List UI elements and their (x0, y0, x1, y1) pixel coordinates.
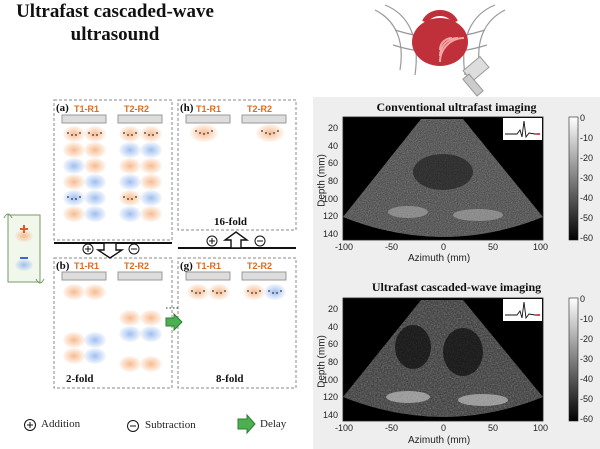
xtick-1-50: 50 (488, 242, 499, 252)
ytick-1-120: 120 (323, 211, 339, 221)
down-arrow-icon (95, 242, 125, 259)
ultrasound-images (342, 116, 579, 422)
xtick-2-m50: -50 (385, 423, 399, 433)
ytick-1-140: 140 (323, 229, 339, 239)
ytick-2-60: 60 (328, 339, 339, 349)
fold-label-b: 2-fold (66, 373, 94, 385)
tx-label-a1: T1-R1 (74, 104, 100, 114)
tx-label-b1: T1-R1 (74, 261, 100, 271)
ytick-2-80: 80 (328, 357, 339, 367)
xlabel-1: Azimuth (mm) (408, 253, 471, 264)
ctick-1-10: -10 (580, 133, 594, 143)
panel-b-label: (b) (56, 260, 70, 272)
panel-h-box (177, 99, 297, 231)
tx-label-h1: T1-R1 (196, 104, 222, 114)
ytick-1-40: 40 (328, 141, 339, 151)
panel-a-label: (a) (56, 102, 69, 114)
ctick-2-50: -50 (580, 394, 594, 404)
panel-h-label: (h) (180, 102, 194, 114)
ytick-2-120: 120 (323, 392, 339, 402)
figure-title: Ultrafast cascaded-wave ultrasound (0, 0, 230, 46)
ctick-2-60: -60 (580, 414, 594, 424)
colorbar-1 (568, 116, 579, 241)
ctick-2-10: -10 (580, 314, 594, 324)
ctick-2-20: -20 (580, 334, 594, 344)
schematic-diagram (3, 99, 297, 435)
delay-arrow-icon (165, 312, 183, 332)
legend-addition-label: Addition (41, 418, 81, 430)
xtick-1-0: 0 (441, 242, 447, 252)
xtick-1-m100: -100 (335, 242, 354, 252)
title-line-1: Ultrafast cascaded-wave (16, 1, 214, 22)
conventional-title: Conventional ultrafast imaging (376, 100, 537, 114)
ctick-2-30: -30 (580, 354, 594, 364)
ctick-1-40: -40 (580, 193, 594, 203)
heart-icon (412, 18, 468, 66)
ytick-1-100: 100 (323, 194, 339, 204)
legend-subtraction-label: Subtraction (145, 419, 196, 431)
tx-label-g2: T2-R2 (247, 261, 273, 271)
transducer-a2 (117, 114, 163, 124)
panel-g-label: (g) (180, 260, 193, 272)
tx-label-a2: T2-R2 (124, 104, 150, 114)
legend-delay-label: Delay (260, 418, 287, 430)
xtick-2-0: 0 (441, 423, 447, 433)
transducer-a1 (61, 114, 107, 124)
xtick-2-m100: -100 (335, 423, 354, 433)
cascaded-title: Ultrafast cascaded-wave imaging (371, 280, 542, 294)
fold-label-h: 16-fold (214, 216, 247, 228)
xtick-2-50: 50 (488, 423, 499, 433)
ctick-1-30: -30 (580, 173, 594, 183)
ctick-1-60: -60 (580, 233, 594, 243)
ctick-2-0: 0 (580, 294, 586, 304)
ytick-2-140: 140 (323, 410, 339, 420)
ctick-1-0: 0 (580, 113, 586, 123)
ytick-2-100: 100 (323, 375, 339, 385)
scroll-icon (3, 213, 45, 284)
fold-label-g: 8-fold (216, 373, 244, 385)
ylabel-1: Depth (mm) (316, 154, 328, 207)
up-arrow-icon (222, 231, 250, 249)
title-line-2: ultrasound (70, 24, 160, 45)
ytick-1-20: 20 (328, 123, 339, 133)
ctick-2-40: -40 (580, 374, 594, 384)
xtick-1-m50: -50 (385, 242, 399, 252)
panel-a-box (53, 99, 173, 241)
ylabel-2: Depth (mm) (316, 335, 328, 388)
ctick-1-20: -20 (580, 153, 594, 163)
tx-label-g1: T1-R1 (196, 261, 222, 271)
colorbar-2 (568, 297, 579, 422)
cascaded-ultrasound-image (342, 297, 544, 422)
ecg-inset-1 (503, 118, 542, 140)
conventional-ultrasound-image (342, 116, 544, 241)
tx-label-b2: T2-R2 (124, 261, 150, 271)
ctick-1-50: -50 (580, 213, 594, 223)
xlabel-2: Azimuth (mm) (408, 435, 471, 446)
xtick-2-100: 100 (533, 423, 549, 433)
tx-label-h2: T2-R2 (247, 104, 273, 114)
ytick-2-20: 20 (328, 304, 339, 314)
ecg-inset-2 (503, 299, 542, 321)
legend-delay-icon (237, 413, 256, 435)
ytick-1-60: 60 (328, 158, 339, 168)
ytick-2-40: 40 (328, 322, 339, 332)
heart-probe-illustration (374, 4, 506, 97)
xtick-1-100: 100 (533, 242, 549, 252)
ytick-1-80: 80 (328, 176, 339, 186)
